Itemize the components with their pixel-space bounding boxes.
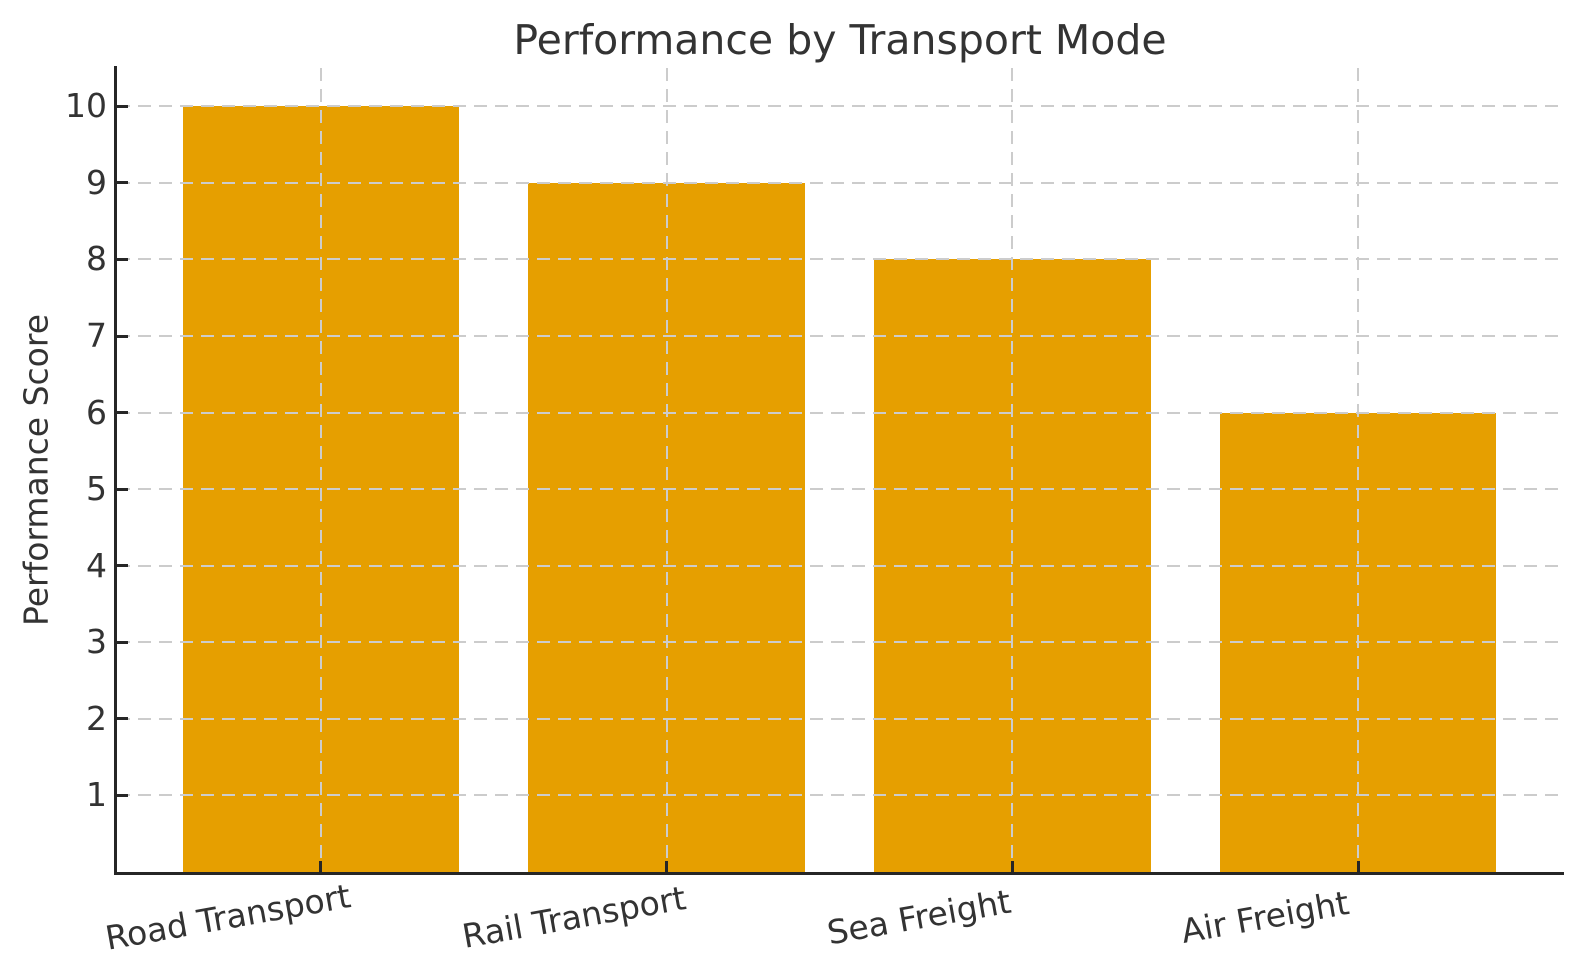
y-tick-mark	[117, 640, 128, 644]
y-tick-label: 2	[86, 698, 107, 738]
y-tick-label: 4	[86, 545, 107, 585]
y-tick-label: 10	[65, 86, 107, 126]
h-gridline	[117, 105, 1562, 108]
x-axis-spine	[114, 872, 1564, 875]
y-tick-label: 5	[86, 469, 107, 509]
x-tick-mark	[1010, 861, 1014, 872]
h-gridline	[117, 794, 1562, 797]
v-gridline	[665, 68, 668, 872]
y-axis-spine	[114, 66, 117, 875]
y-tick-mark	[117, 181, 128, 185]
y-tick-label: 6	[86, 392, 107, 432]
y-tick-label: 7	[86, 316, 107, 355]
h-gridline	[117, 335, 1562, 337]
y-tick-mark	[117, 257, 128, 261]
x-tick-label-road-transport: Road Transport	[102, 876, 354, 958]
y-tick-label: 3	[86, 622, 107, 662]
h-gridline	[117, 181, 1562, 184]
y-tick-mark	[117, 104, 128, 108]
v-gridline	[1357, 68, 1360, 872]
x-tick-label-sea-freight: Sea Freight	[824, 881, 1015, 953]
x-tick-mark	[319, 861, 323, 872]
y-tick-mark	[117, 793, 128, 797]
h-gridline	[117, 717, 1562, 720]
x-tick-label-rail-transport: Rail Transport	[458, 878, 689, 956]
h-gridline	[117, 258, 1562, 261]
x-tick-label-air-freight: Air Freight	[1178, 883, 1352, 951]
y-tick-label: 8	[86, 239, 107, 279]
h-gridline	[117, 564, 1562, 567]
h-gridline	[117, 641, 1562, 644]
chart-title: Performance by Transport Mode	[513, 16, 1167, 64]
h-gridline	[117, 411, 1562, 414]
y-tick-mark	[117, 411, 128, 415]
y-tick-mark	[117, 487, 128, 491]
plot-area	[117, 68, 1562, 872]
y-tick-mark	[117, 564, 128, 568]
x-tick-mark	[665, 861, 669, 872]
v-gridline	[1011, 68, 1014, 872]
y-tick-label: 9	[86, 162, 107, 202]
y-tick-mark	[117, 717, 128, 721]
h-gridline	[117, 488, 1562, 491]
v-gridline	[319, 68, 322, 872]
y-tick-label: 1	[86, 775, 107, 815]
x-tick-mark	[1356, 861, 1360, 872]
y-tick-mark	[117, 334, 128, 338]
